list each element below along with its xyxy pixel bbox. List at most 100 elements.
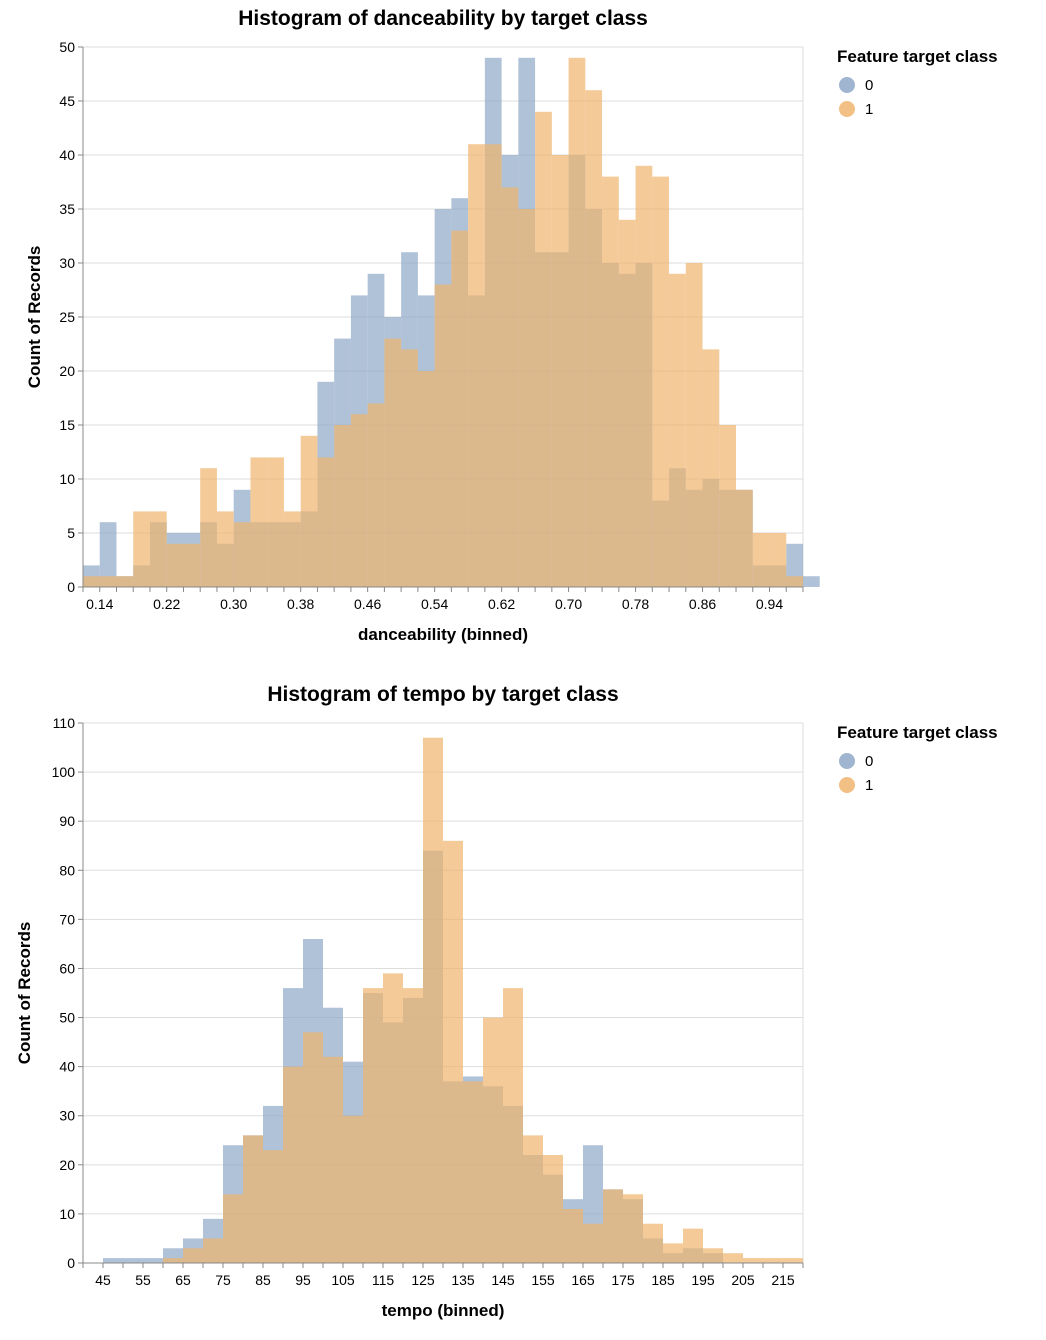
bar-class-1 (563, 1209, 583, 1263)
bar-class-1 (685, 263, 703, 587)
legend: Feature target class 0 1 (837, 47, 998, 118)
bar-class-1 (116, 576, 134, 587)
x-tick-label: 65 (175, 1272, 191, 1288)
bar-class-1 (702, 349, 720, 587)
y-tick-label: 10 (59, 471, 75, 487)
y-tick-label: 15 (59, 417, 75, 433)
bar-class-1 (417, 371, 435, 587)
bar-class-1 (663, 1243, 683, 1263)
bar-class-1 (618, 219, 636, 588)
y-axis-title: Count of Records (15, 922, 34, 1065)
bar-class-1 (769, 533, 787, 587)
bar-class-1 (317, 457, 335, 587)
x-tick-label: 185 (651, 1272, 675, 1288)
legend-label-1: 1 (865, 101, 873, 118)
legend-label-0: 0 (865, 753, 873, 770)
bar-class-1 (652, 176, 670, 587)
bar-class-1 (300, 435, 318, 587)
y-tick-label: 20 (59, 1157, 75, 1173)
bar-class-1 (283, 1066, 303, 1263)
y-tick-label: 5 (67, 525, 75, 541)
x-tick-label: 0.78 (622, 596, 649, 612)
bar-class-1 (203, 1238, 223, 1263)
bar-class-1 (166, 543, 184, 587)
bar-class-1 (334, 425, 351, 587)
bar-class-0 (99, 522, 117, 587)
y-tick-label: 30 (59, 255, 75, 271)
x-axis-title: tempo (binned) (382, 1301, 505, 1320)
bar-class-1 (483, 1017, 503, 1263)
y-tick-label: 80 (59, 862, 75, 878)
x-tick-label: 85 (255, 1272, 271, 1288)
bar-class-1 (323, 1056, 343, 1263)
y-tick-label: 0 (67, 1255, 75, 1271)
bar-class-1 (752, 533, 770, 587)
bar-class-1 (551, 155, 569, 587)
x-tick-label: 195 (691, 1272, 715, 1288)
bar-class-1 (723, 1253, 743, 1263)
bar-class-0 (123, 1258, 143, 1263)
bar-class-1 (451, 230, 469, 587)
x-tick-label: 165 (571, 1272, 595, 1288)
legend-swatch-1 (839, 101, 855, 117)
bar-class-1 (363, 988, 383, 1263)
bar-class-1 (763, 1258, 783, 1263)
y-axis-title: Count of Records (25, 246, 44, 389)
x-tick-label: 45 (95, 1272, 111, 1288)
axes: 0 5 10 15 20 25 30 35 40 45 50 0.14 0.22 0.30 0.38 0.46… (59, 39, 804, 612)
y-tick-label: 60 (59, 960, 75, 976)
bar-class-1 (535, 111, 552, 588)
bar-class-1 (423, 737, 443, 1263)
bar-class-1 (384, 338, 402, 587)
bar-class-1 (468, 144, 485, 587)
bar-class-1 (267, 457, 284, 587)
bar-class-1 (623, 1194, 643, 1263)
bar-class-1 (200, 468, 217, 587)
bar-class-1 (99, 576, 117, 587)
legend-swatch-0 (839, 77, 855, 93)
x-axis-title: danceability (binned) (358, 625, 528, 644)
bar-class-0 (803, 576, 820, 587)
bar-class-1 (343, 1115, 363, 1263)
y-tick-label: 35 (59, 201, 75, 217)
chart-title: Histogram of danceability by target clas… (238, 7, 648, 30)
y-tick-label: 20 (59, 363, 75, 379)
series-1-bars (163, 737, 803, 1263)
y-tick-label: 40 (59, 147, 75, 163)
bar-class-1 (401, 349, 418, 587)
y-tick-label: 50 (59, 39, 75, 55)
bar-class-1 (133, 511, 150, 587)
x-tick-label: 0.46 (354, 596, 381, 612)
x-tick-label: 55 (135, 1272, 151, 1288)
bar-class-0 (143, 1258, 163, 1263)
y-tick-label: 25 (59, 309, 75, 325)
y-tick-label: 45 (59, 93, 75, 109)
x-tick-label: 125 (411, 1272, 435, 1288)
y-tick-label: 30 (59, 1108, 75, 1124)
bar-class-1 (484, 144, 502, 587)
bar-class-1 (643, 1223, 663, 1263)
bar-class-1 (603, 1189, 623, 1263)
bar-class-1 (83, 576, 100, 587)
legend-swatch-1 (839, 777, 855, 793)
bar-class-1 (367, 403, 385, 587)
x-tick-label: 0.54 (421, 596, 448, 612)
bar-class-1 (216, 511, 234, 587)
bar-class-1 (503, 988, 523, 1263)
bar-class-1 (149, 511, 167, 587)
bar-class-1 (568, 57, 586, 588)
bar-class-1 (583, 1223, 603, 1263)
legend: Feature target class 0 1 (837, 723, 998, 794)
bar-class-1 (350, 414, 368, 587)
x-tick-label: 205 (731, 1272, 755, 1288)
bar-class-1 (703, 1248, 723, 1263)
legend-swatch-0 (839, 753, 855, 769)
x-tick-label: 0.62 (488, 596, 515, 612)
bar-class-1 (223, 1194, 243, 1263)
bar-class-1 (543, 1155, 563, 1263)
axes: 0 10 20 30 40 50 60 70 80 90 100 110 45 55 65 75 85 95 105… (52, 715, 804, 1288)
y-tick-label: 70 (59, 911, 75, 927)
bar-class-1 (434, 284, 452, 587)
